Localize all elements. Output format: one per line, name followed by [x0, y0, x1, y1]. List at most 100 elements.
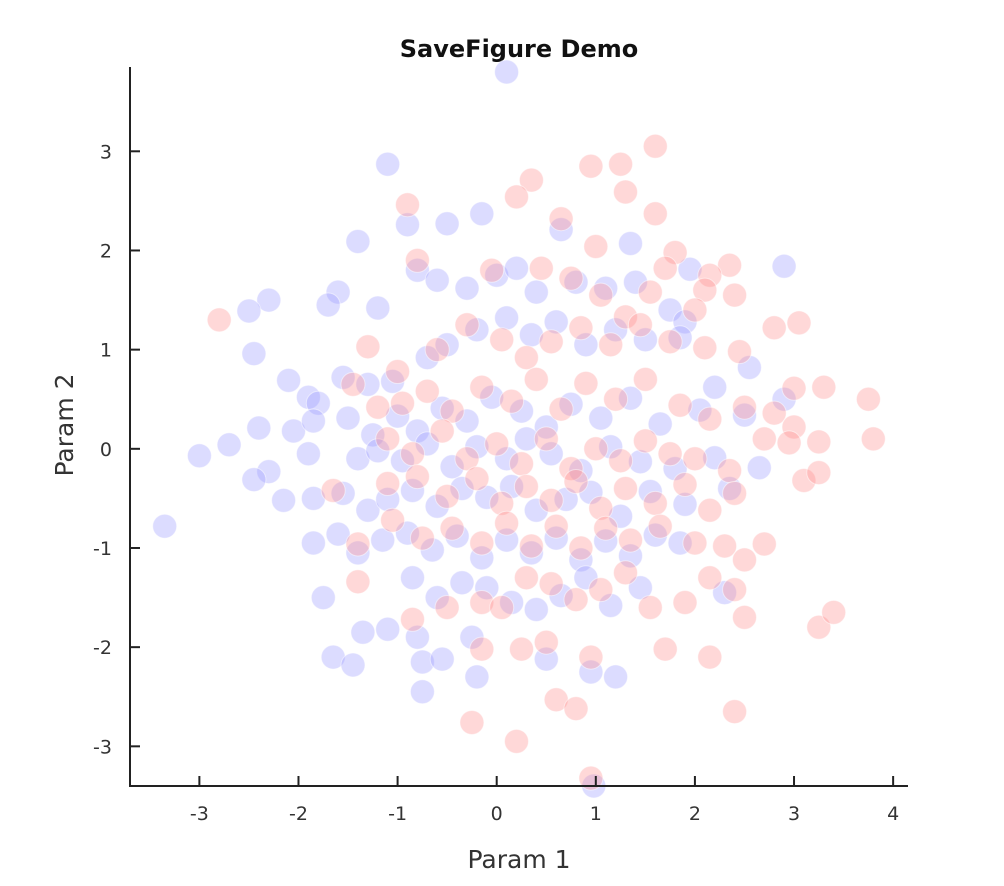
- data-point: [771, 253, 797, 279]
- data-point: [479, 257, 505, 283]
- data-point: [538, 329, 564, 355]
- y-tick-label: 3: [100, 141, 112, 163]
- data-point: [692, 335, 718, 361]
- data-point: [717, 476, 743, 501]
- data-point: [464, 466, 490, 492]
- data-point: [345, 531, 371, 557]
- data-point: [578, 644, 604, 670]
- data-point: [717, 458, 743, 484]
- data-point: [603, 317, 629, 343]
- data-point: [627, 312, 653, 338]
- data-point: [345, 446, 371, 472]
- data-point: [593, 275, 619, 301]
- data-point: [439, 398, 465, 424]
- data-point: [523, 279, 549, 305]
- data-point: [518, 540, 544, 566]
- data-point: [697, 497, 723, 523]
- data-point: [543, 309, 569, 335]
- data-point: [558, 265, 584, 291]
- data-point: [509, 636, 534, 662]
- data-point: [568, 315, 594, 341]
- data-point: [340, 371, 366, 397]
- data-point: [216, 432, 242, 458]
- data-point: [806, 429, 832, 455]
- data-point: [712, 533, 738, 559]
- data-point: [300, 408, 326, 434]
- data-point: [697, 644, 723, 670]
- data-point: [781, 414, 807, 440]
- data-point: [652, 255, 678, 281]
- data-point: [414, 378, 440, 404]
- data-point: [340, 652, 366, 678]
- data-point: [732, 394, 757, 420]
- data-point: [400, 441, 425, 467]
- data-point: [395, 192, 420, 218]
- data-point: [355, 371, 381, 397]
- data-point: [598, 593, 624, 618]
- data-point: [806, 614, 832, 640]
- series-2: [206, 133, 886, 791]
- data-point: [588, 282, 614, 308]
- chart-title: SaveFigure Demo: [400, 35, 638, 63]
- data-point: [558, 456, 584, 482]
- data-point: [623, 269, 648, 295]
- data-point: [241, 341, 267, 367]
- data-point: [771, 386, 797, 412]
- data-point: [538, 571, 564, 597]
- data-point: [429, 646, 455, 672]
- data-point: [627, 449, 653, 475]
- data-point: [722, 577, 748, 603]
- data-point: [637, 279, 663, 305]
- data-point: [236, 298, 262, 324]
- data-point: [637, 595, 663, 620]
- data-point: [583, 234, 609, 259]
- data-point: [345, 569, 371, 595]
- data-point: [434, 595, 460, 620]
- y-tick-label: 2: [100, 240, 112, 262]
- data-point: [469, 545, 495, 571]
- data-point: [454, 275, 480, 301]
- data-point: [494, 59, 520, 85]
- data-point: [439, 515, 465, 541]
- data-point: [533, 426, 559, 452]
- data-point: [256, 287, 282, 313]
- data-point: [494, 510, 520, 536]
- y-ticks: -3 -2 -1 0 1 2 3: [93, 141, 140, 758]
- data-point: [761, 315, 787, 341]
- data-point: [548, 396, 574, 422]
- data-point: [320, 478, 346, 503]
- data-point: [395, 520, 420, 546]
- data-point: [330, 480, 356, 506]
- data-point: [479, 384, 505, 410]
- data-point: [494, 446, 520, 472]
- data-point: [523, 366, 549, 392]
- data-point: [489, 327, 515, 353]
- data-point: [509, 451, 534, 477]
- data-point: [360, 422, 386, 448]
- data-point: [504, 255, 529, 281]
- data-point: [548, 217, 574, 243]
- data-point: [677, 256, 703, 282]
- data-point: [573, 332, 599, 358]
- data-point: [791, 468, 817, 493]
- data-point: [543, 513, 569, 539]
- data-point: [484, 262, 510, 288]
- data-point: [424, 585, 450, 611]
- data-point: [568, 535, 594, 561]
- data-point: [310, 585, 336, 611]
- data-point: [434, 211, 460, 237]
- data-point: [697, 565, 723, 591]
- data-point: [276, 367, 302, 393]
- data-point: [454, 446, 480, 472]
- data-point: [563, 587, 589, 613]
- data-point: [657, 441, 683, 467]
- data-point: [300, 485, 326, 511]
- data-point: [588, 405, 614, 431]
- data-point: [632, 327, 658, 353]
- data-point: [484, 431, 510, 457]
- data-point: [523, 497, 549, 523]
- data-point: [335, 405, 361, 431]
- data-point: [821, 599, 847, 625]
- data-point: [345, 229, 371, 254]
